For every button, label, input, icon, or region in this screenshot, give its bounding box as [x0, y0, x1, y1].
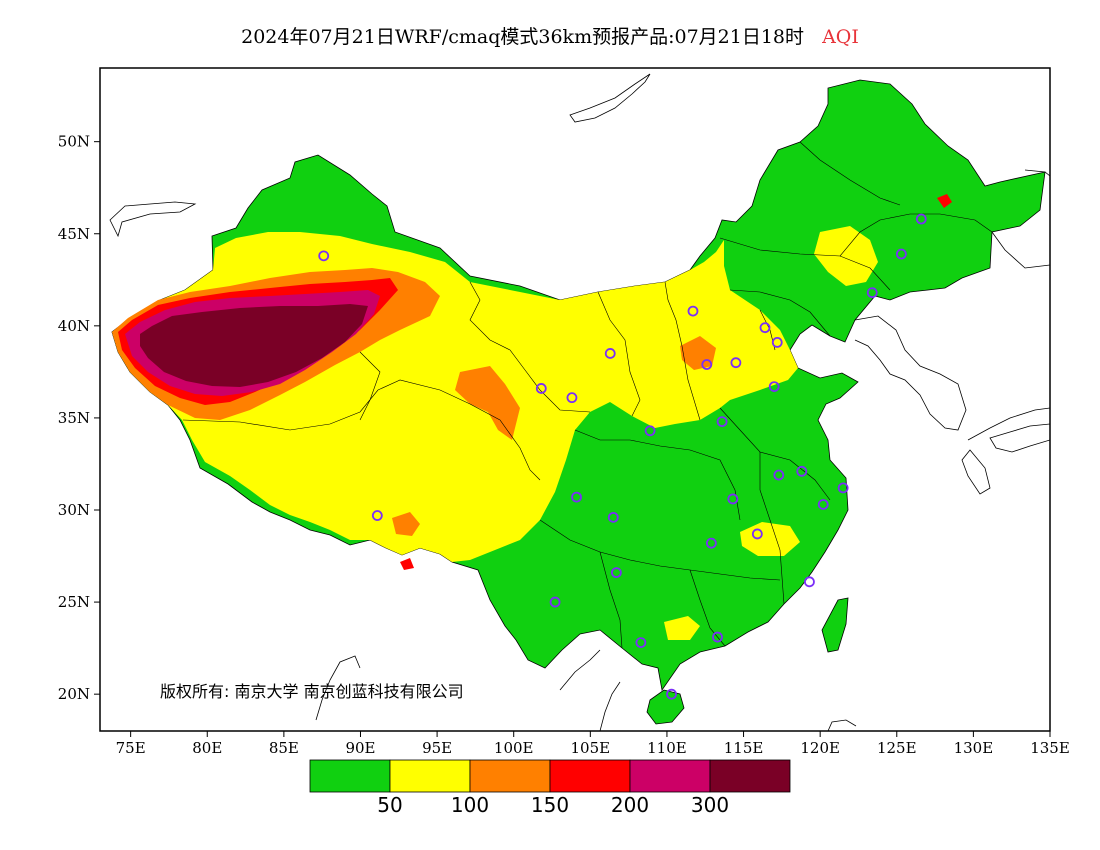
lat-tick-label: 20N [58, 685, 90, 703]
title-variable: AQI [822, 26, 859, 48]
aqi-patch-moderate-se [664, 616, 700, 640]
legend-swatch [389, 759, 471, 793]
legend-break-label: 150 [531, 793, 569, 817]
station-marker [705, 537, 717, 549]
station-marker [666, 688, 677, 700]
lat-tick-label: 45N [58, 225, 90, 243]
legend-swatch [309, 759, 391, 793]
monitoring-stations [318, 213, 927, 700]
province-boundaries [182, 141, 993, 649]
lon-tick-label: 110E [647, 739, 687, 757]
aqi-patch-usg-south [392, 512, 420, 536]
lat-tick-label: 50N [58, 133, 90, 151]
station-marker [730, 357, 742, 369]
lat-tick-label: 35N [58, 409, 90, 427]
station-marker [866, 287, 878, 299]
lon-tick-label: 75E [116, 739, 146, 757]
legend-break-label: 100 [451, 793, 489, 817]
station-marker [837, 482, 849, 494]
station-marker [318, 250, 330, 262]
aqi-patch-moderate-ne [814, 226, 878, 286]
station-marker [915, 213, 927, 225]
legend-break-label: 300 [691, 793, 729, 817]
lon-tick-label: 100E [494, 739, 534, 757]
station-marker [607, 511, 619, 523]
taiwan-island [821, 597, 849, 653]
station-marker [759, 322, 771, 334]
station-marker [768, 381, 780, 393]
aqi-zone-hazardous [140, 304, 368, 387]
station-marker [687, 305, 699, 317]
station-marker [644, 425, 656, 437]
legend-swatch [549, 759, 631, 793]
station-marker [716, 416, 728, 428]
station-marker [701, 359, 713, 370]
station-marker [604, 348, 616, 359]
map-title: 2024年07月21日WRF/cmaq模式36km预报产品:07月21日18时 … [0, 22, 1100, 49]
lon-tick-label: 85E [269, 739, 299, 757]
aqi-patch-usg-north [680, 336, 716, 370]
station-marker [751, 528, 763, 540]
legend-swatch [709, 759, 791, 793]
station-marker [727, 493, 739, 505]
neighbor-coastlines [109, 73, 1050, 731]
longitude-axis: 75E 80E 85E 90E 95E 100E 105E 110E 115E 120E 125E 1… [116, 731, 1070, 757]
station-marker [549, 596, 561, 608]
lon-tick-label: 115E [724, 739, 764, 757]
station-marker [773, 469, 785, 481]
lat-tick-label: 40N [58, 317, 90, 335]
station-marker [371, 510, 383, 521]
lon-tick-label: 105E [571, 739, 611, 757]
latitude-axis: 20N 25N 30N 35N 40N 45N 50N [58, 133, 100, 703]
station-marker [535, 383, 547, 394]
lon-tick-label: 95E [422, 739, 452, 757]
lat-tick-label: 25N [58, 593, 90, 611]
station-marker [635, 637, 647, 648]
legend-swatch [469, 759, 551, 793]
lat-tick-label: 30N [58, 501, 90, 519]
station-marker [817, 499, 829, 510]
legend-break-label: 200 [611, 793, 649, 817]
station-marker [610, 567, 622, 579]
lon-tick-label: 130E [954, 739, 994, 757]
title-main: 2024年07月21日WRF/cmaq模式36km预报产品:07月21日18时 [241, 26, 805, 48]
map-content: 版权所有: 南京大学 南京创蓝科技有限公司 [109, 73, 1050, 731]
aqi-patch-usg-central [455, 366, 520, 440]
legend-break-label: 50 [377, 793, 402, 817]
lon-tick-label: 120E [800, 739, 840, 757]
station-marker [712, 631, 723, 643]
lon-tick-label: 80E [192, 739, 222, 757]
station-marker [895, 248, 907, 260]
aqi-legend: 50 100 150 200 300 [309, 759, 791, 817]
lon-tick-label: 125E [877, 739, 917, 757]
station-marker [566, 392, 578, 404]
legend-swatch [629, 759, 711, 793]
station-marker [796, 465, 808, 477]
aqi-patch-unhealthy-ne [937, 194, 952, 208]
station-marker [804, 576, 815, 588]
lon-tick-label: 135E [1030, 739, 1070, 757]
copyright-text: 版权所有: 南京大学 南京创蓝科技有限公司 [160, 682, 464, 701]
lon-tick-label: 90E [345, 739, 375, 757]
map-frame [99, 67, 1051, 732]
station-marker [771, 337, 783, 348]
station-marker [571, 491, 582, 503]
aqi-patch-unhealthy-sw [400, 558, 414, 570]
